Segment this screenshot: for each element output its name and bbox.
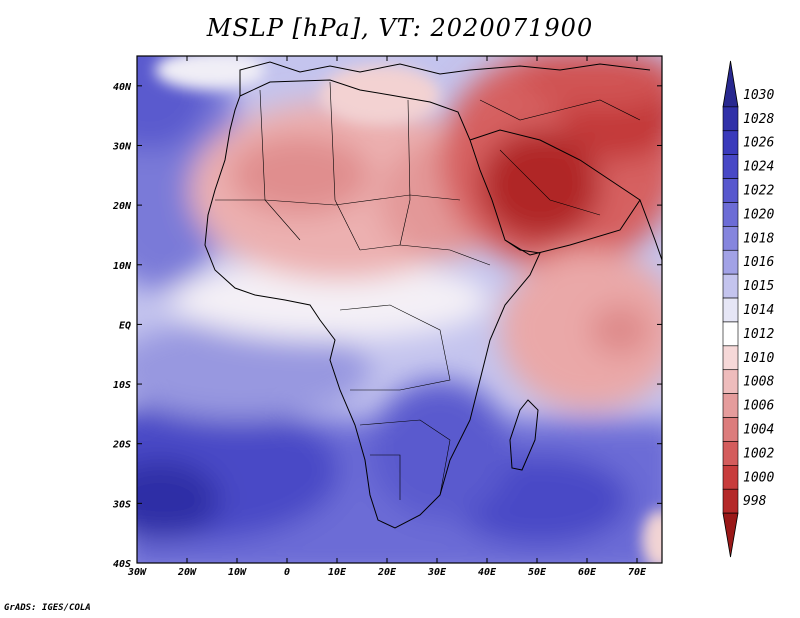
colorbar-swatch bbox=[722, 393, 739, 418]
colorbar-label: 1024 bbox=[743, 160, 774, 175]
plot-frame bbox=[136, 55, 663, 564]
lat-tick-label: 20N bbox=[112, 201, 132, 212]
lat-tick-label: 10N bbox=[113, 261, 132, 272]
arabian-low-core bbox=[480, 130, 600, 240]
map-title: MSLP [hPa], VT: 2020071900 bbox=[206, 14, 594, 42]
colorbar-label: 1028 bbox=[743, 112, 774, 127]
africa-coastline bbox=[204, 79, 541, 529]
colorbar-arrow-bottom bbox=[722, 512, 739, 558]
lat-tick-label: EQ bbox=[119, 320, 131, 331]
axis-ticks bbox=[136, 56, 662, 564]
axis-labels: 30W 20W 10W 0 10E 20E 30E 40E 50E 60E 70E 40N 30N 20N… bbox=[112, 82, 647, 578]
colorbar-swatch bbox=[722, 249, 739, 275]
colorbar-label: 1022 bbox=[743, 184, 774, 199]
colorbar: 1030 1028 1026 1024 1022 1020 1018 1016 1015 1014… bbox=[722, 60, 774, 558]
coastlines bbox=[204, 61, 662, 529]
border-southern bbox=[359, 419, 451, 496]
lon-tick-label: 30E bbox=[427, 567, 447, 578]
colorbar-swatch bbox=[722, 488, 739, 514]
colorbar-swatch bbox=[722, 154, 739, 179]
colorbar-label: 1012 bbox=[743, 327, 774, 342]
colorbar-label: 1008 bbox=[743, 375, 774, 390]
lat-tick-label: 10S bbox=[113, 380, 131, 391]
colorbar-label: 1014 bbox=[743, 303, 774, 318]
india-coastline bbox=[639, 199, 662, 261]
grads-credit: GrADS: IGES/COLA bbox=[4, 603, 91, 613]
country-borders bbox=[215, 81, 641, 500]
madagascar-coastline bbox=[509, 399, 539, 471]
colorbar-label: 1026 bbox=[743, 136, 774, 151]
colorbar-swatch bbox=[722, 226, 739, 251]
colorbar-swatch bbox=[722, 273, 739, 299]
colorbar-label: 1016 bbox=[743, 255, 774, 270]
colorbar-label: 998 bbox=[743, 494, 767, 509]
border-namibia bbox=[370, 454, 401, 500]
europe-coastline bbox=[239, 61, 651, 96]
mediterranean-white bbox=[155, 56, 265, 90]
colorbar-label: 1010 bbox=[743, 351, 774, 366]
border-middle-east bbox=[479, 99, 641, 121]
colorbar-swatch bbox=[722, 106, 739, 132]
border-sahel bbox=[215, 194, 461, 206]
lat-tick-label: 20S bbox=[112, 440, 131, 451]
border-central bbox=[359, 244, 491, 266]
colorbar-label: 1030 bbox=[743, 88, 774, 103]
south-atlantic-mid bbox=[137, 320, 370, 420]
colorbar-swatch bbox=[722, 417, 739, 442]
lon-tick-label: 0 bbox=[284, 567, 290, 578]
colorbar-swatch bbox=[722, 297, 739, 323]
colorbar-swatch bbox=[722, 369, 739, 394]
colorbar-label: 1020 bbox=[743, 207, 774, 222]
colorbar-swatch bbox=[722, 345, 739, 371]
lon-tick-label: 10W bbox=[228, 567, 247, 578]
colorbar-swatch bbox=[722, 465, 739, 490]
colorbar-label: 1006 bbox=[743, 399, 774, 414]
lat-tick-label: 30N bbox=[112, 141, 132, 152]
colorbar-label: 1004 bbox=[743, 423, 774, 438]
west-indian-ocean-core bbox=[590, 305, 650, 355]
west-indian-ocean bbox=[500, 250, 662, 410]
border-north-africa-2 bbox=[329, 81, 361, 251]
border-north-africa-3 bbox=[399, 99, 411, 246]
colorbar-label: 1015 bbox=[743, 279, 774, 294]
lon-tick-label: 20W bbox=[177, 567, 197, 578]
central-asia-low bbox=[520, 56, 662, 110]
lon-tick-label: 30W bbox=[127, 567, 147, 578]
border-arabia bbox=[499, 149, 601, 216]
south-atlantic-high-core bbox=[137, 460, 220, 540]
lon-tick-label: 20E bbox=[377, 567, 397, 578]
border-drc bbox=[339, 304, 451, 391]
colorbar-swatch bbox=[722, 202, 739, 227]
colorbar-swatch bbox=[722, 130, 739, 155]
colorbar-arrow-top bbox=[722, 60, 739, 108]
colorbar-label: 1000 bbox=[743, 470, 774, 485]
lon-tick-label: 40E bbox=[478, 567, 497, 578]
arabia-coastline bbox=[469, 129, 641, 256]
far-southeast-pink bbox=[642, 510, 662, 563]
lat-tick-label: 40N bbox=[113, 82, 132, 93]
lat-tick-label: 30S bbox=[112, 499, 131, 510]
equatorial-zone bbox=[170, 260, 490, 340]
lon-tick-label: 60E bbox=[578, 567, 597, 578]
mediterranean-pink bbox=[320, 65, 440, 125]
colorbar-label: 1002 bbox=[743, 446, 774, 461]
lon-tick-label: 50E bbox=[528, 567, 547, 578]
southern-africa-high bbox=[370, 380, 510, 520]
lon-tick-label: 10E bbox=[328, 567, 347, 578]
lon-tick-label: 70E bbox=[628, 567, 647, 578]
colorbar-swatch bbox=[722, 441, 739, 466]
colorbar-swatch bbox=[722, 321, 739, 347]
colorbar-swatch bbox=[722, 178, 739, 203]
colorbar-label: 1018 bbox=[743, 231, 774, 246]
atlantic-high-core bbox=[137, 56, 210, 150]
lat-tick-label: 40S bbox=[113, 559, 131, 570]
